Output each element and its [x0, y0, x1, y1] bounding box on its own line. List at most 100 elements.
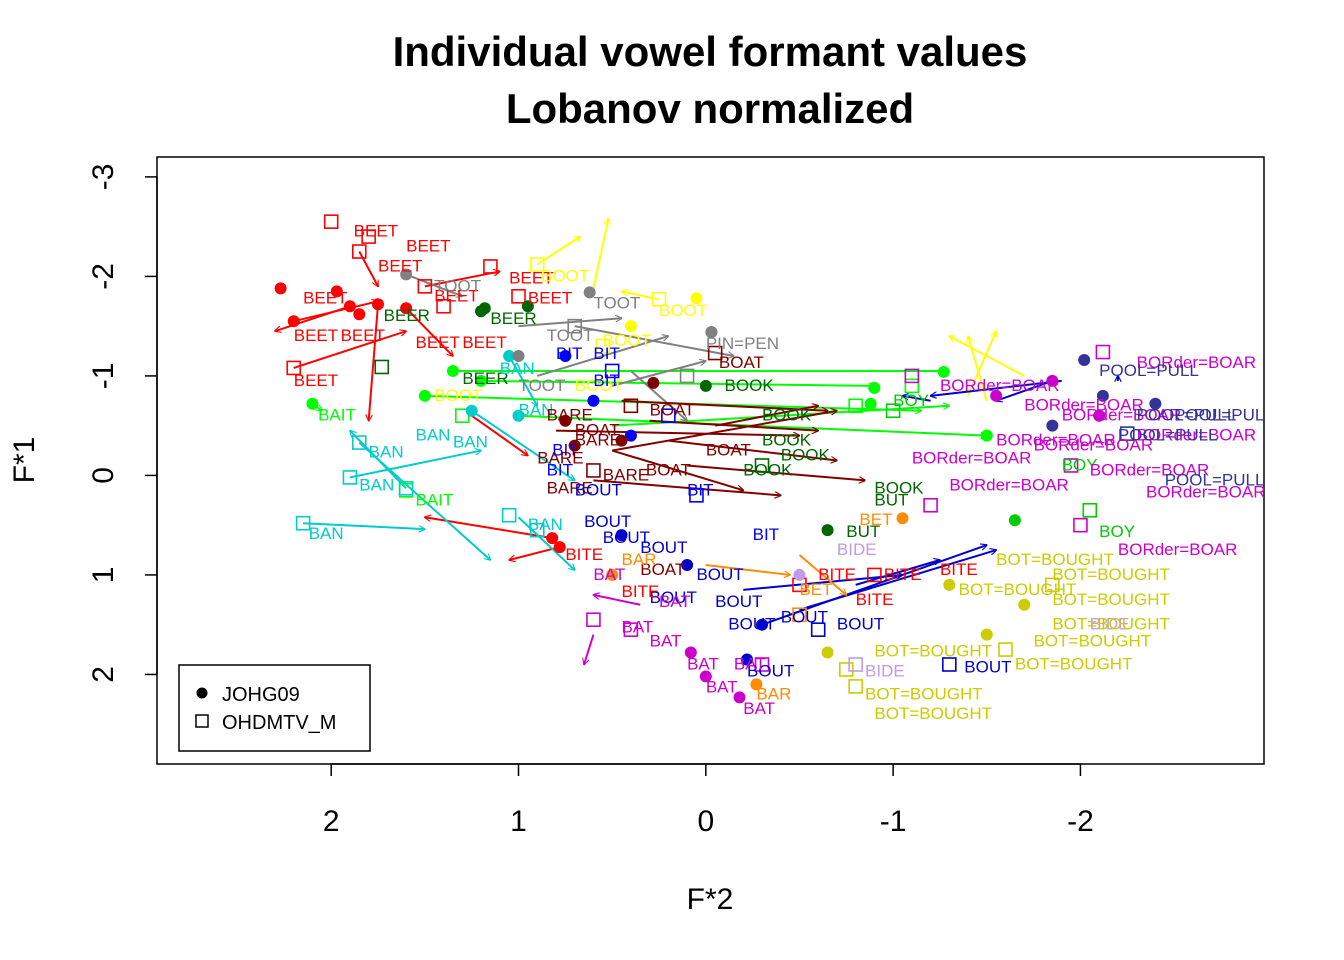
point-bite-ohdmtv-m: [867, 567, 882, 583]
point-bot-bought-ohdmtv-m: [838, 662, 854, 677]
arrow-boat: [687, 464, 865, 480]
arrow-bout: [902, 396, 931, 402]
label-beet: BEET: [528, 288, 572, 307]
arrow-toot: [611, 361, 706, 387]
point-boat-ohdmtv-m: [623, 398, 639, 414]
point-bar-johg09: [750, 678, 763, 691]
legend-box: [178, 664, 371, 752]
point-boat-ohdmtv-m: [707, 345, 723, 361]
point-ban-ohdmtv-m: [501, 507, 517, 523]
legend-label-johg09: JOHG09: [222, 684, 300, 706]
point-beet-johg09: [353, 308, 366, 321]
label-bot-bought: BOT=BOUGHT: [996, 550, 1114, 569]
point-border-boar-johg09: [1046, 374, 1059, 387]
label-beet: BEET: [378, 256, 422, 275]
point-beer-johg09: [521, 300, 534, 313]
point-border-boar-ohdmtv-m: [923, 497, 938, 513]
label-bide: BIDE: [837, 540, 877, 559]
point-toot-ohdmtv-m: [679, 368, 695, 384]
point-layer: [274, 214, 1162, 704]
legend-marker-johg09: [196, 687, 208, 699]
point-bit-johg09: [624, 429, 637, 442]
label-ban: BAN: [500, 359, 535, 378]
point-beet-ohdmtv-m: [351, 244, 367, 259]
label-bat: BAT: [650, 632, 682, 651]
label-bout: BOUT: [640, 538, 687, 557]
arrow-ban: [349, 451, 481, 479]
point-pool-pull-johg09: [1078, 353, 1091, 366]
point-bait-ohdmtv-m: [904, 378, 920, 394]
point-boot-johg09: [690, 292, 703, 305]
label-bite: BITE: [884, 565, 922, 584]
legend: JOHG09 OHDMTV_M: [178, 664, 371, 752]
label-bit: BIT: [753, 525, 779, 544]
label-border-boar: BORder=BOAR: [949, 475, 1069, 494]
point-book-johg09: [699, 379, 712, 392]
point-beet-johg09: [343, 300, 356, 313]
chart-title-line-1: Individual vowel formant values: [393, 28, 1028, 75]
label-beet: BEET: [434, 286, 478, 305]
point-border-boar-ohdmtv-m: [1063, 458, 1079, 473]
label-boy: BOY: [893, 391, 929, 410]
arrow-bat: [584, 634, 595, 665]
legend-label-ohdmtv-m: OHDMTV_M: [222, 712, 336, 734]
label-beer: BEER: [384, 306, 430, 325]
point-ban-ohdmtv-m: [351, 435, 367, 450]
point-bait-johg09: [306, 397, 319, 410]
label-pool-pull: POOL=PULL: [1099, 361, 1199, 380]
point-pin-pen-johg09: [705, 326, 718, 339]
chart-title-line-2: Lobanov normalized: [506, 85, 914, 132]
label-book: BOOK: [762, 406, 812, 425]
x-axis: 2 1 0 -1 -2: [323, 763, 1094, 838]
point-boot-ohdmtv-m: [651, 291, 667, 307]
label-bout: BOUT: [837, 615, 884, 634]
point-boot-johg09: [624, 320, 637, 333]
label-beet: BEET: [303, 288, 347, 307]
label-bot-bought: BOT=BOUGHT: [874, 704, 992, 723]
label-bout: BOUT: [584, 512, 631, 531]
arrow-beet: [369, 304, 380, 420]
label-bot-bought: BOT=BOUGHT: [959, 580, 1077, 599]
arrow-bout: [931, 379, 1062, 396]
point-bit-ohdmtv-m: [661, 408, 676, 424]
arrow-beet: [275, 305, 351, 331]
label-boot: BOOT: [575, 376, 623, 395]
arrow-boot: [967, 331, 996, 397]
point-bout-ohdmtv-m: [942, 657, 957, 672]
y-tick-label: 2: [87, 666, 120, 683]
label-book: BOOK: [725, 376, 775, 395]
point-toot-johg09: [583, 286, 596, 299]
point-bide-ohdmtv-m: [848, 657, 863, 672]
label-ban: BAN: [369, 443, 404, 462]
point-bot-bought-johg09: [943, 578, 956, 591]
label-boat: BOAT: [640, 560, 685, 579]
point-bot-bought-ohdmtv-m: [848, 679, 863, 694]
point-ban-ohdmtv-m: [295, 515, 311, 531]
label-book: BOOK: [743, 460, 793, 479]
arrow-boat: [714, 406, 818, 427]
label-beet: BEET: [509, 268, 553, 287]
point-boat-johg09: [568, 439, 581, 452]
point-border-boar-ohdmtv-m: [1073, 517, 1088, 533]
arrow-boot: [592, 219, 608, 289]
arrow-beet: [424, 271, 500, 288]
label-bot-bought: BOT=BOUGHT: [1034, 632, 1152, 651]
point-boy-ohdmtv-m: [885, 403, 901, 419]
label-bout: BOUT: [728, 615, 775, 634]
point-bait-ohdmtv-m: [848, 398, 863, 414]
arrow-boat: [621, 399, 828, 411]
label-beet: BEET: [406, 237, 450, 256]
point-boot-ohdmtv-m: [595, 338, 611, 354]
point-beet-johg09: [287, 315, 300, 328]
arrow-ban: [350, 431, 407, 490]
label-ban: BAN: [359, 475, 394, 494]
point-border-boar-johg09: [1093, 409, 1106, 422]
label-bat: BAT: [593, 565, 625, 584]
point-bat-ohdmtv-m: [754, 657, 770, 672]
point-beet-ohdmtv-m: [323, 214, 339, 229]
label-beer: BEER: [462, 369, 508, 388]
point-bout-johg09: [756, 618, 769, 631]
point-bait-johg09: [937, 365, 950, 378]
label-bout: BOUT: [696, 565, 743, 584]
label-boat: BOAT: [650, 401, 695, 420]
